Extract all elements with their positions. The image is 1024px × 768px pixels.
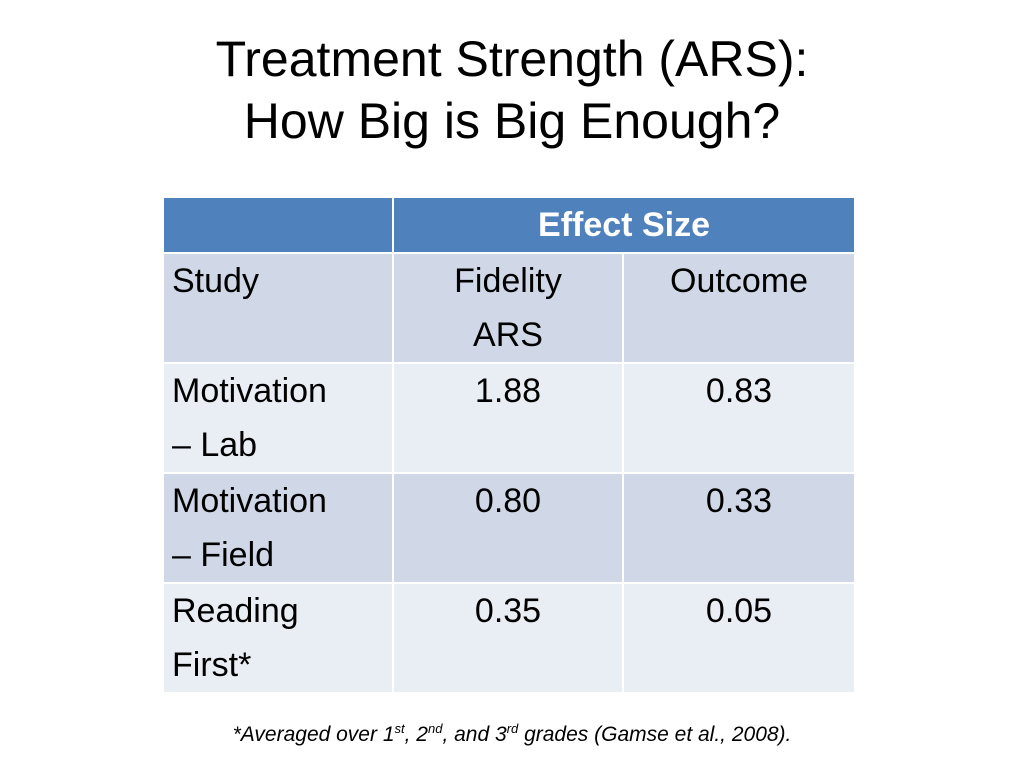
outcome-cell: 0.83: [621, 362, 857, 474]
fidelity-cell: 1.88: [392, 362, 624, 474]
effect-size-table: Effect Size Study Fidelity ARS Outcome M…: [162, 196, 857, 694]
footnote-sup-rd: rd: [506, 721, 519, 736]
table-column-header-row: Study Fidelity ARS Outcome: [162, 252, 857, 364]
footnote: *Averaged over 1st, 2nd, and 3rd grades …: [0, 714, 1024, 750]
study-line-1: Motivation: [172, 482, 327, 520]
slide-title-line-1: Treatment Strength (ARS):: [215, 31, 809, 87]
study-line-2: First*: [172, 646, 252, 684]
study-cell: Motivation – Field: [162, 472, 394, 584]
fidelity-column-header: Fidelity ARS: [392, 252, 624, 364]
fidelity-cell: 0.80: [392, 472, 624, 584]
outcome-cell: 0.05: [621, 582, 857, 694]
study-line-2: – Field: [172, 536, 275, 574]
slide-title-line-2: How Big is Big Enough?: [243, 93, 781, 149]
table-row: Motivation – Field 0.80 0.33: [162, 472, 857, 584]
study-line-2: – Lab: [172, 426, 258, 464]
footnote-suffix: grades (Gamse et al., 2008).: [518, 723, 792, 746]
footnote-mid-1: , 2: [404, 723, 428, 746]
slide-title: Treatment Strength (ARS): How Big is Big…: [0, 28, 1024, 152]
outcome-cell: 0.33: [621, 472, 857, 584]
study-line-1: Motivation: [172, 372, 327, 410]
table-row: Reading First* 0.35 0.05: [162, 582, 857, 694]
footnote-mid-2: , and 3: [442, 723, 507, 746]
effect-size-header: Effect Size: [391, 196, 857, 254]
study-cell: Motivation – Lab: [162, 362, 394, 474]
footnote-prefix: *Averaged over 1: [232, 723, 395, 746]
study-cell: Reading First*: [162, 582, 394, 694]
header-blank-cell: [162, 196, 394, 254]
fidelity-header-line-1: Fidelity: [454, 262, 562, 300]
fidelity-header-line-2: ARS: [473, 316, 543, 354]
study-line-1: Reading: [172, 592, 299, 630]
footnote-sup-nd: nd: [427, 721, 443, 736]
table-group-header-row: Effect Size: [162, 196, 857, 254]
study-column-header: Study: [162, 252, 394, 364]
footnote-sup-st: st: [394, 721, 405, 736]
table-row: Motivation – Lab 1.88 0.83: [162, 362, 857, 474]
fidelity-cell: 0.35: [392, 582, 624, 694]
outcome-column-header: Outcome: [621, 252, 857, 364]
